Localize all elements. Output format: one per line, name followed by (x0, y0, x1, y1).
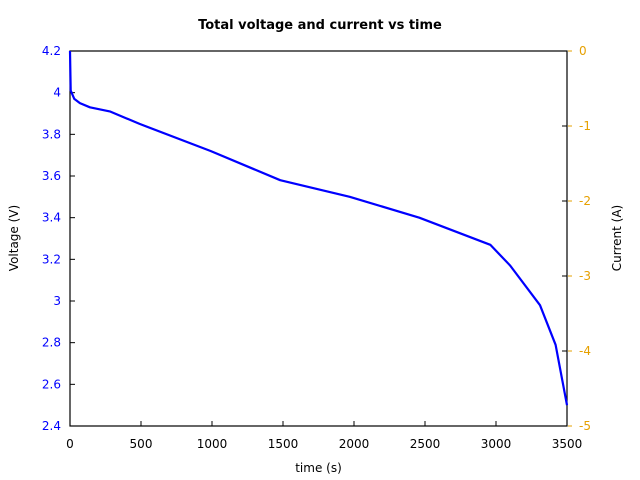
x-tick-label: 500 (130, 437, 153, 451)
y-tick-label: 3.8 (42, 127, 61, 141)
x-tick-label: 1500 (268, 437, 299, 451)
y2-tick-label: 0 (579, 44, 587, 58)
y-axis-left-ticks: 2.4 2.6 2.8 3 3.2 3.4 3.6 3.8 4 4.2 (42, 44, 75, 433)
x-axis-label: time (s) (295, 461, 342, 475)
x-tick-label: 3500 (552, 437, 583, 451)
x-tick-label: 1000 (197, 437, 228, 451)
y-tick-label: 4.2 (42, 44, 61, 58)
chart-title: Total voltage and current vs time (198, 18, 442, 33)
y-axis-right-ticks: 0 -1 -2 -3 -4 -5 (562, 44, 591, 433)
y2-tick-label: -1 (579, 119, 591, 133)
y-tick-label: 3 (53, 294, 61, 308)
y-tick-label: 2.6 (42, 377, 61, 391)
axes-frame (69, 50, 568, 427)
voltage-line (68, 50, 569, 406)
x-tick-label: 2500 (410, 437, 441, 451)
y-tick-label: 2.8 (42, 336, 61, 350)
x-tick-label: 3000 (481, 437, 512, 451)
y2-tick-label: -2 (579, 194, 591, 208)
y-tick-label: 3.4 (42, 211, 61, 225)
x-tick-label: 2000 (339, 437, 370, 451)
y2-tick-label: -3 (579, 269, 591, 283)
x-tick-label: 0 (66, 437, 74, 451)
y2-tick-label: -5 (579, 419, 591, 433)
y-tick-label: 2.4 (42, 419, 61, 433)
y-tick-label: 3.2 (42, 252, 61, 266)
x-axis-ticks: 0 500 1000 1500 2000 2500 3000 3500 (66, 421, 582, 451)
y2-tick-label: -4 (579, 344, 591, 358)
y-tick-label: 4 (53, 86, 61, 100)
y-tick-label: 3.6 (42, 169, 61, 183)
